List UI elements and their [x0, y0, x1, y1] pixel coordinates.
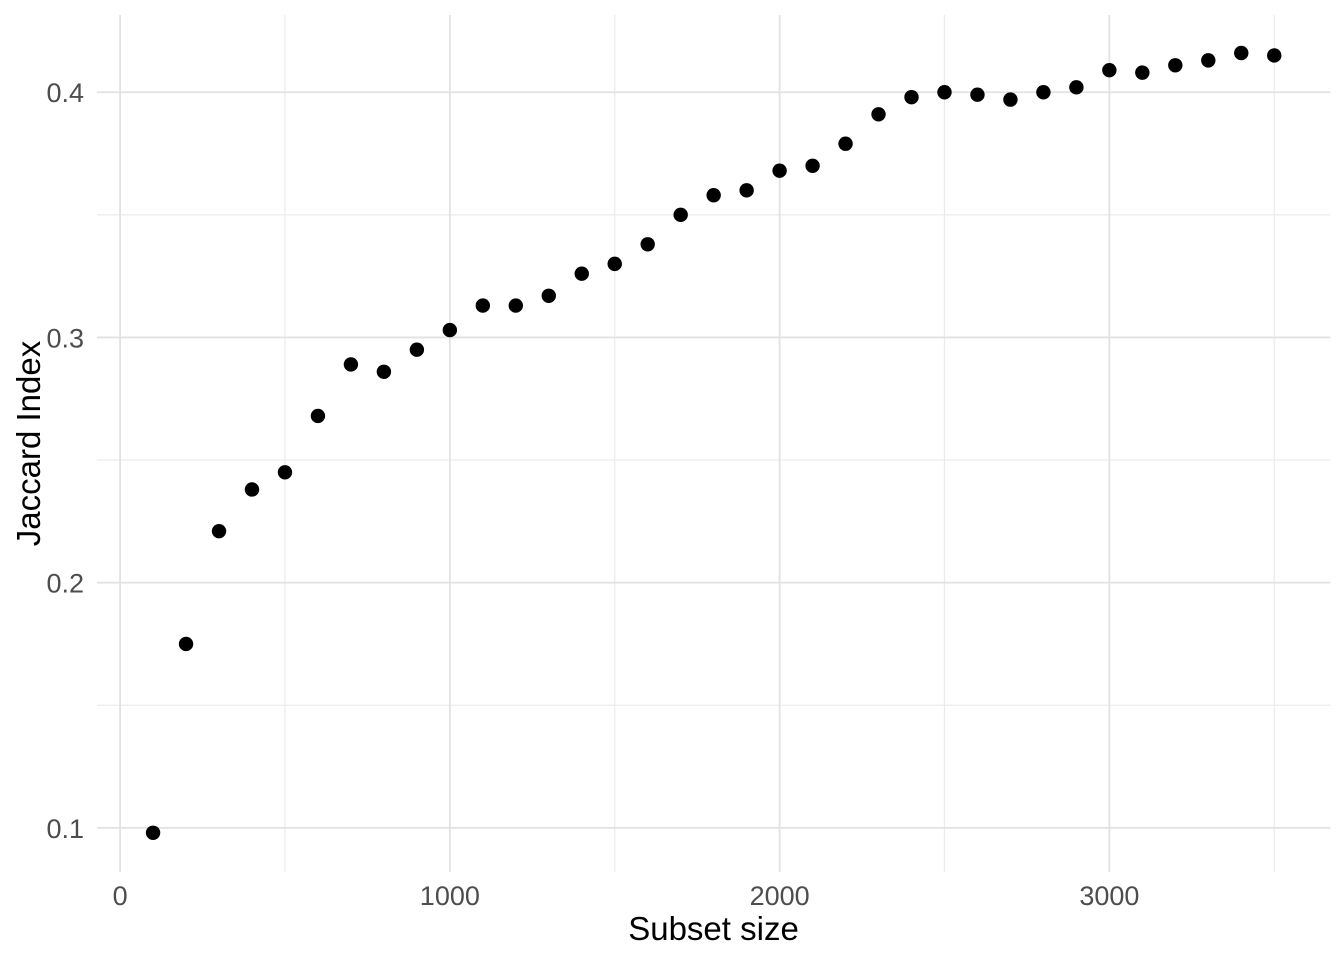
data-point	[805, 158, 820, 174]
y-axis-tick-labels: 0.1 0.2 0.3 0.4	[46, 78, 84, 844]
gridlines-major	[97, 15, 1331, 872]
data-point	[1234, 45, 1249, 61]
data-point	[772, 163, 787, 178]
x-tick-label: 2000	[750, 881, 810, 911]
data-point	[244, 482, 260, 497]
data-point	[145, 825, 161, 840]
data-point	[211, 523, 227, 539]
data-point	[277, 465, 293, 480]
data-point	[541, 288, 556, 303]
data-point	[607, 256, 622, 272]
y-axis-title: Jaccard Index	[10, 340, 47, 546]
data-point	[838, 136, 853, 151]
data-points	[145, 45, 1282, 840]
y-tick-label: 0.4	[46, 78, 84, 108]
data-point	[640, 237, 655, 252]
data-point	[178, 636, 194, 652]
data-point	[343, 357, 359, 372]
x-tick-label: 3000	[1079, 881, 1139, 911]
data-point	[475, 298, 491, 313]
data-point	[310, 408, 326, 424]
data-point	[1102, 62, 1117, 78]
data-point	[1168, 58, 1183, 73]
data-point	[442, 322, 458, 338]
data-point	[508, 298, 523, 313]
y-tick-label: 0.1	[46, 814, 84, 844]
data-point	[1267, 48, 1282, 63]
data-point	[1135, 65, 1150, 80]
x-tick-label: 1000	[420, 881, 480, 911]
data-point	[739, 183, 754, 198]
x-tick-label: 0	[113, 881, 128, 911]
data-point	[1201, 53, 1216, 68]
y-tick-label: 0.2	[46, 569, 84, 599]
data-point	[673, 207, 688, 223]
data-point	[1069, 80, 1084, 95]
data-point	[574, 266, 589, 281]
data-point	[376, 364, 392, 379]
y-tick-label: 0.3	[46, 323, 84, 353]
x-axis-tick-labels: 0 1000 2000 3000	[113, 881, 1140, 911]
data-point	[409, 342, 425, 357]
x-axis-title: Subset size	[628, 910, 799, 947]
data-point	[1003, 92, 1018, 107]
data-point	[904, 89, 919, 105]
data-point	[937, 85, 952, 100]
data-point	[1036, 85, 1051, 100]
gridlines-minor	[97, 15, 1331, 872]
data-point	[970, 87, 985, 102]
data-point	[871, 107, 886, 122]
data-point	[706, 188, 721, 203]
